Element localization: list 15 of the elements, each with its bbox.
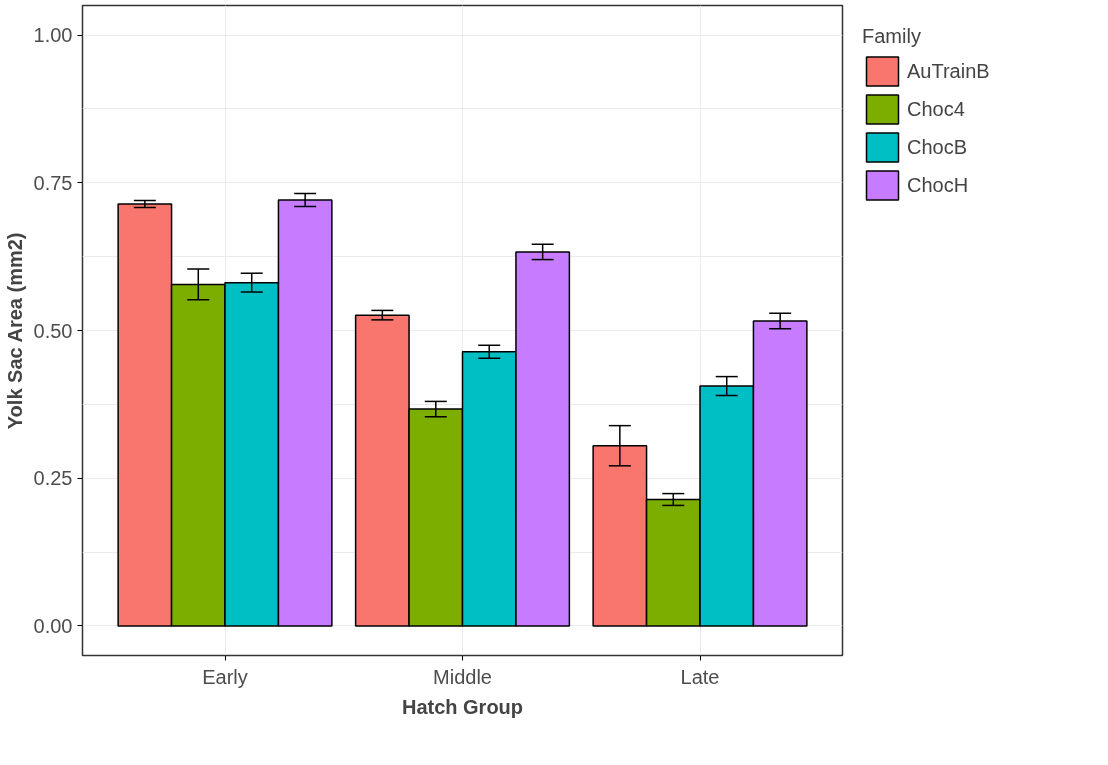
y-tick-label: 0.50 [33, 319, 73, 342]
legend-label: AuTrainB [907, 59, 990, 83]
y-axis-title: Yolk Sac Area (mm2) [3, 232, 26, 430]
y-tick-label: 1.00 [33, 24, 73, 47]
y-tick-label: 0.00 [33, 614, 73, 637]
legend-label: Choc4 [907, 97, 965, 121]
x-tick-label: Middle [433, 665, 492, 688]
legend-title: Family [862, 25, 922, 48]
y-tick-label: 0.25 [33, 467, 73, 490]
x-tick-label: Early [202, 665, 248, 688]
legend-label: ChocH [907, 173, 969, 197]
x-tick-label: Late [680, 665, 720, 688]
x-axis-title: Hatch Group [401, 695, 524, 718]
legend-label: ChocB [907, 135, 968, 159]
y-tick-label: 0.75 [33, 171, 73, 194]
